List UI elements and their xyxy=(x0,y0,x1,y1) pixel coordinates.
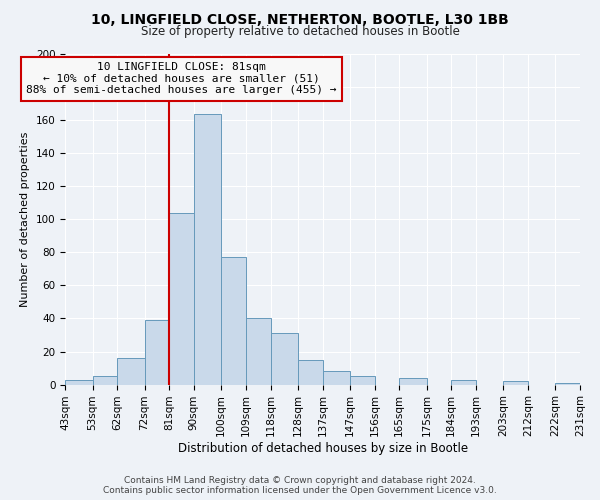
Bar xyxy=(298,360,323,384)
Bar xyxy=(350,376,374,384)
Bar xyxy=(221,258,246,384)
Bar xyxy=(145,320,169,384)
Bar xyxy=(556,383,580,384)
Bar xyxy=(323,372,350,384)
Bar xyxy=(246,318,271,384)
Bar xyxy=(503,382,528,384)
Y-axis label: Number of detached properties: Number of detached properties xyxy=(20,132,30,307)
Bar xyxy=(399,378,427,384)
Bar xyxy=(65,380,92,384)
Bar xyxy=(271,334,298,384)
Bar xyxy=(169,212,194,384)
Bar xyxy=(451,380,476,384)
Bar xyxy=(117,358,145,384)
X-axis label: Distribution of detached houses by size in Bootle: Distribution of detached houses by size … xyxy=(178,442,467,455)
Bar xyxy=(92,376,117,384)
Text: 10, LINGFIELD CLOSE, NETHERTON, BOOTLE, L30 1BB: 10, LINGFIELD CLOSE, NETHERTON, BOOTLE, … xyxy=(91,12,509,26)
Text: Size of property relative to detached houses in Bootle: Size of property relative to detached ho… xyxy=(140,25,460,38)
Text: Contains HM Land Registry data © Crown copyright and database right 2024.
Contai: Contains HM Land Registry data © Crown c… xyxy=(103,476,497,495)
Text: 10 LINGFIELD CLOSE: 81sqm
← 10% of detached houses are smaller (51)
88% of semi-: 10 LINGFIELD CLOSE: 81sqm ← 10% of detac… xyxy=(26,62,337,96)
Bar xyxy=(194,114,221,384)
